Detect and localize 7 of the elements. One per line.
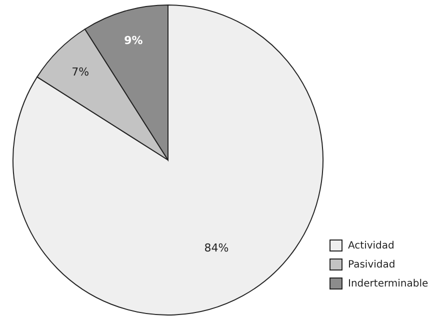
data-label: 84% [204, 241, 229, 254]
data-label: 7% [72, 65, 90, 78]
legend-label: Inderterminable [348, 278, 428, 290]
legend-label: Pasividad [348, 260, 396, 271]
legend-label: Actividad [348, 240, 394, 252]
data-label: 9% [124, 34, 143, 47]
pie-slice [12, 4, 324, 316]
